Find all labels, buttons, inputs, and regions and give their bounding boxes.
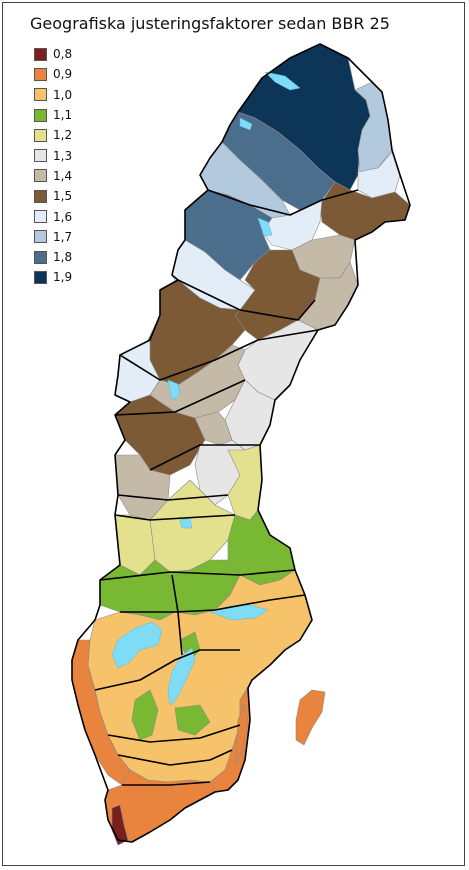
legend-swatch	[34, 67, 47, 81]
legend-swatch	[34, 169, 47, 183]
lake-storsjon	[167, 379, 181, 401]
legend-label: 1,6	[53, 209, 73, 224]
legend-item-0: 0,8	[34, 44, 72, 64]
legend-label: 0,9	[53, 67, 73, 82]
legend-label: 1,0	[53, 87, 73, 102]
region	[174, 704, 211, 736]
legend-label: 1,3	[53, 148, 73, 163]
legend-item-4: 1,2	[34, 125, 72, 145]
legend-swatch	[34, 149, 47, 163]
legend-item-2: 1,0	[34, 85, 72, 105]
legend-item-6: 1,4	[34, 166, 72, 186]
legend: 0,8 0,9 1,0 1,1 1,2 1,3 1,4 1,5 1,6 1,7 …	[34, 44, 72, 288]
legend-swatch	[34, 88, 47, 102]
legend-swatch	[34, 270, 47, 284]
legend-swatch	[34, 108, 47, 122]
legend-label: 1,1	[53, 108, 73, 123]
legend-label: 1,5	[53, 189, 73, 204]
legend-label: 1,2	[53, 128, 73, 143]
legend-item-3: 1,1	[34, 105, 72, 125]
lake-north-3	[257, 217, 273, 237]
legend-label: 1,8	[53, 250, 73, 265]
map-title: Geografiska justeringsfaktorer sedan BBR…	[30, 14, 390, 33]
lake-tornetrask	[264, 71, 301, 91]
legend-swatch	[34, 47, 47, 61]
region	[295, 689, 326, 746]
lake-north-2	[239, 117, 253, 131]
county-borders	[71, 43, 411, 843]
region	[235, 704, 249, 766]
lake-siljan	[179, 517, 193, 529]
lake-vanern	[111, 621, 163, 669]
region	[357, 151, 401, 199]
lake-vattern	[167, 647, 196, 706]
legend-swatch	[34, 250, 47, 264]
legend-swatch	[34, 230, 47, 244]
legend-item-1: 0,9	[34, 64, 72, 84]
legend-swatch	[34, 128, 47, 142]
legend-swatch	[34, 210, 47, 224]
legend-label: 1,9	[53, 270, 73, 285]
legend-item-11: 1,9	[34, 267, 72, 287]
legend-item-9: 1,7	[34, 227, 72, 247]
legend-item-10: 1,8	[34, 247, 72, 267]
legend-swatch	[34, 189, 47, 203]
legend-label: 1,7	[53, 229, 73, 244]
legend-item-5: 1,3	[34, 145, 72, 165]
legend-label: 1,4	[53, 168, 73, 183]
legend-label: 0,8	[53, 47, 73, 62]
legend-item-7: 1,5	[34, 186, 72, 206]
region	[131, 689, 159, 741]
legend-item-8: 1,6	[34, 206, 72, 226]
